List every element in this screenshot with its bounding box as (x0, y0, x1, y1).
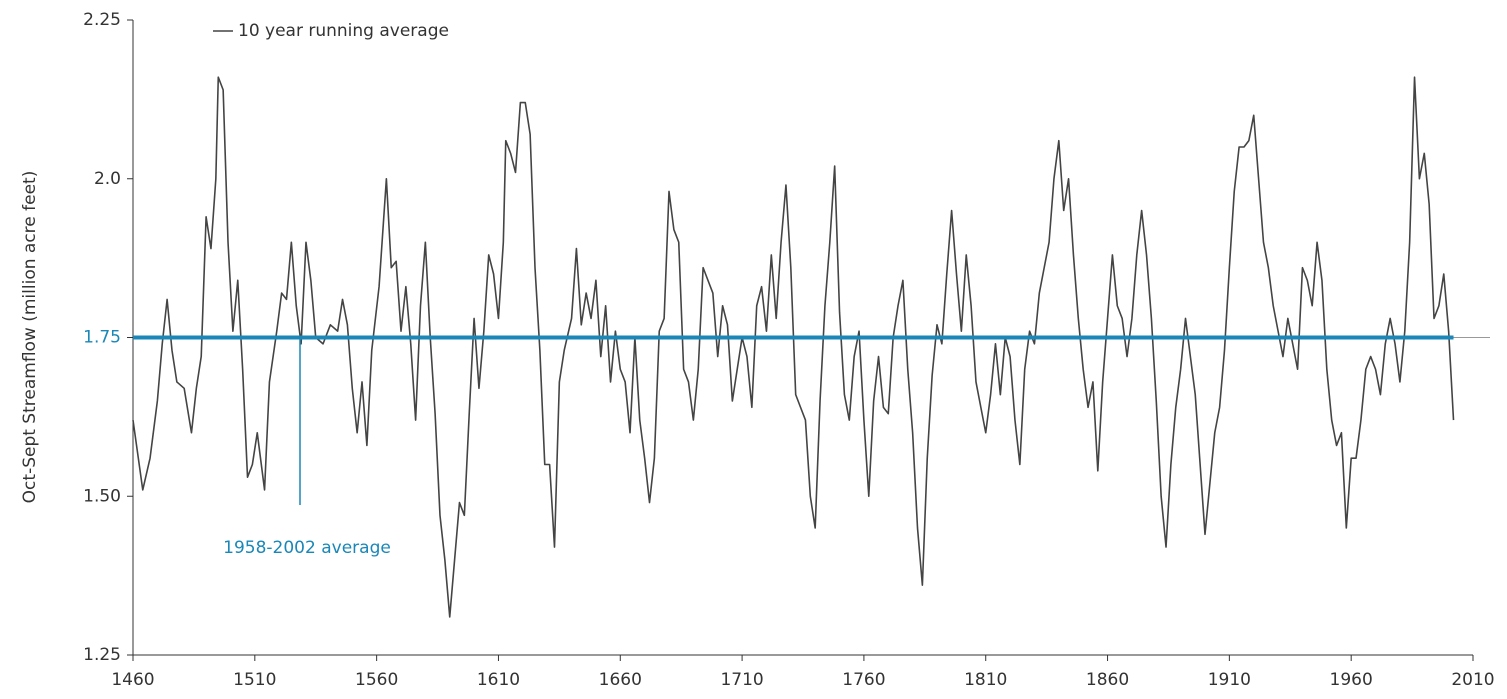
x-tick-label: 1810 (964, 670, 1007, 690)
y-tick-label: 2.0 (94, 169, 121, 189)
x-tick-label: 1710 (720, 670, 763, 690)
x-tick-label: 1560 (355, 670, 398, 690)
x-tick-label: 1860 (1086, 670, 1129, 690)
x-tick-label: 1760 (842, 670, 885, 690)
annotation-label: 1958-2002 average (223, 538, 391, 558)
x-tick-label: 1610 (477, 670, 520, 690)
x-tick-label: 1660 (599, 670, 642, 690)
x-tick-label: 1460 (111, 670, 154, 690)
x-tick-label: 1960 (1330, 670, 1373, 690)
y-tick-label: 1.25 (83, 645, 121, 665)
y-tick-label: 1.50 (83, 486, 121, 506)
x-tick-label: 2010 (1451, 670, 1494, 690)
y-axis-label: Oct-Sept Streamflow (million acre feet) (20, 171, 40, 504)
series-line (132, 76, 1455, 618)
y-tick-label: 1.75 (83, 328, 121, 348)
x-tick-label: 1910 (1208, 670, 1251, 690)
legend-label: 10 year running average (238, 21, 449, 41)
y-tick-label: 2.25 (83, 10, 121, 30)
x-tick-label: 1510 (233, 670, 276, 690)
